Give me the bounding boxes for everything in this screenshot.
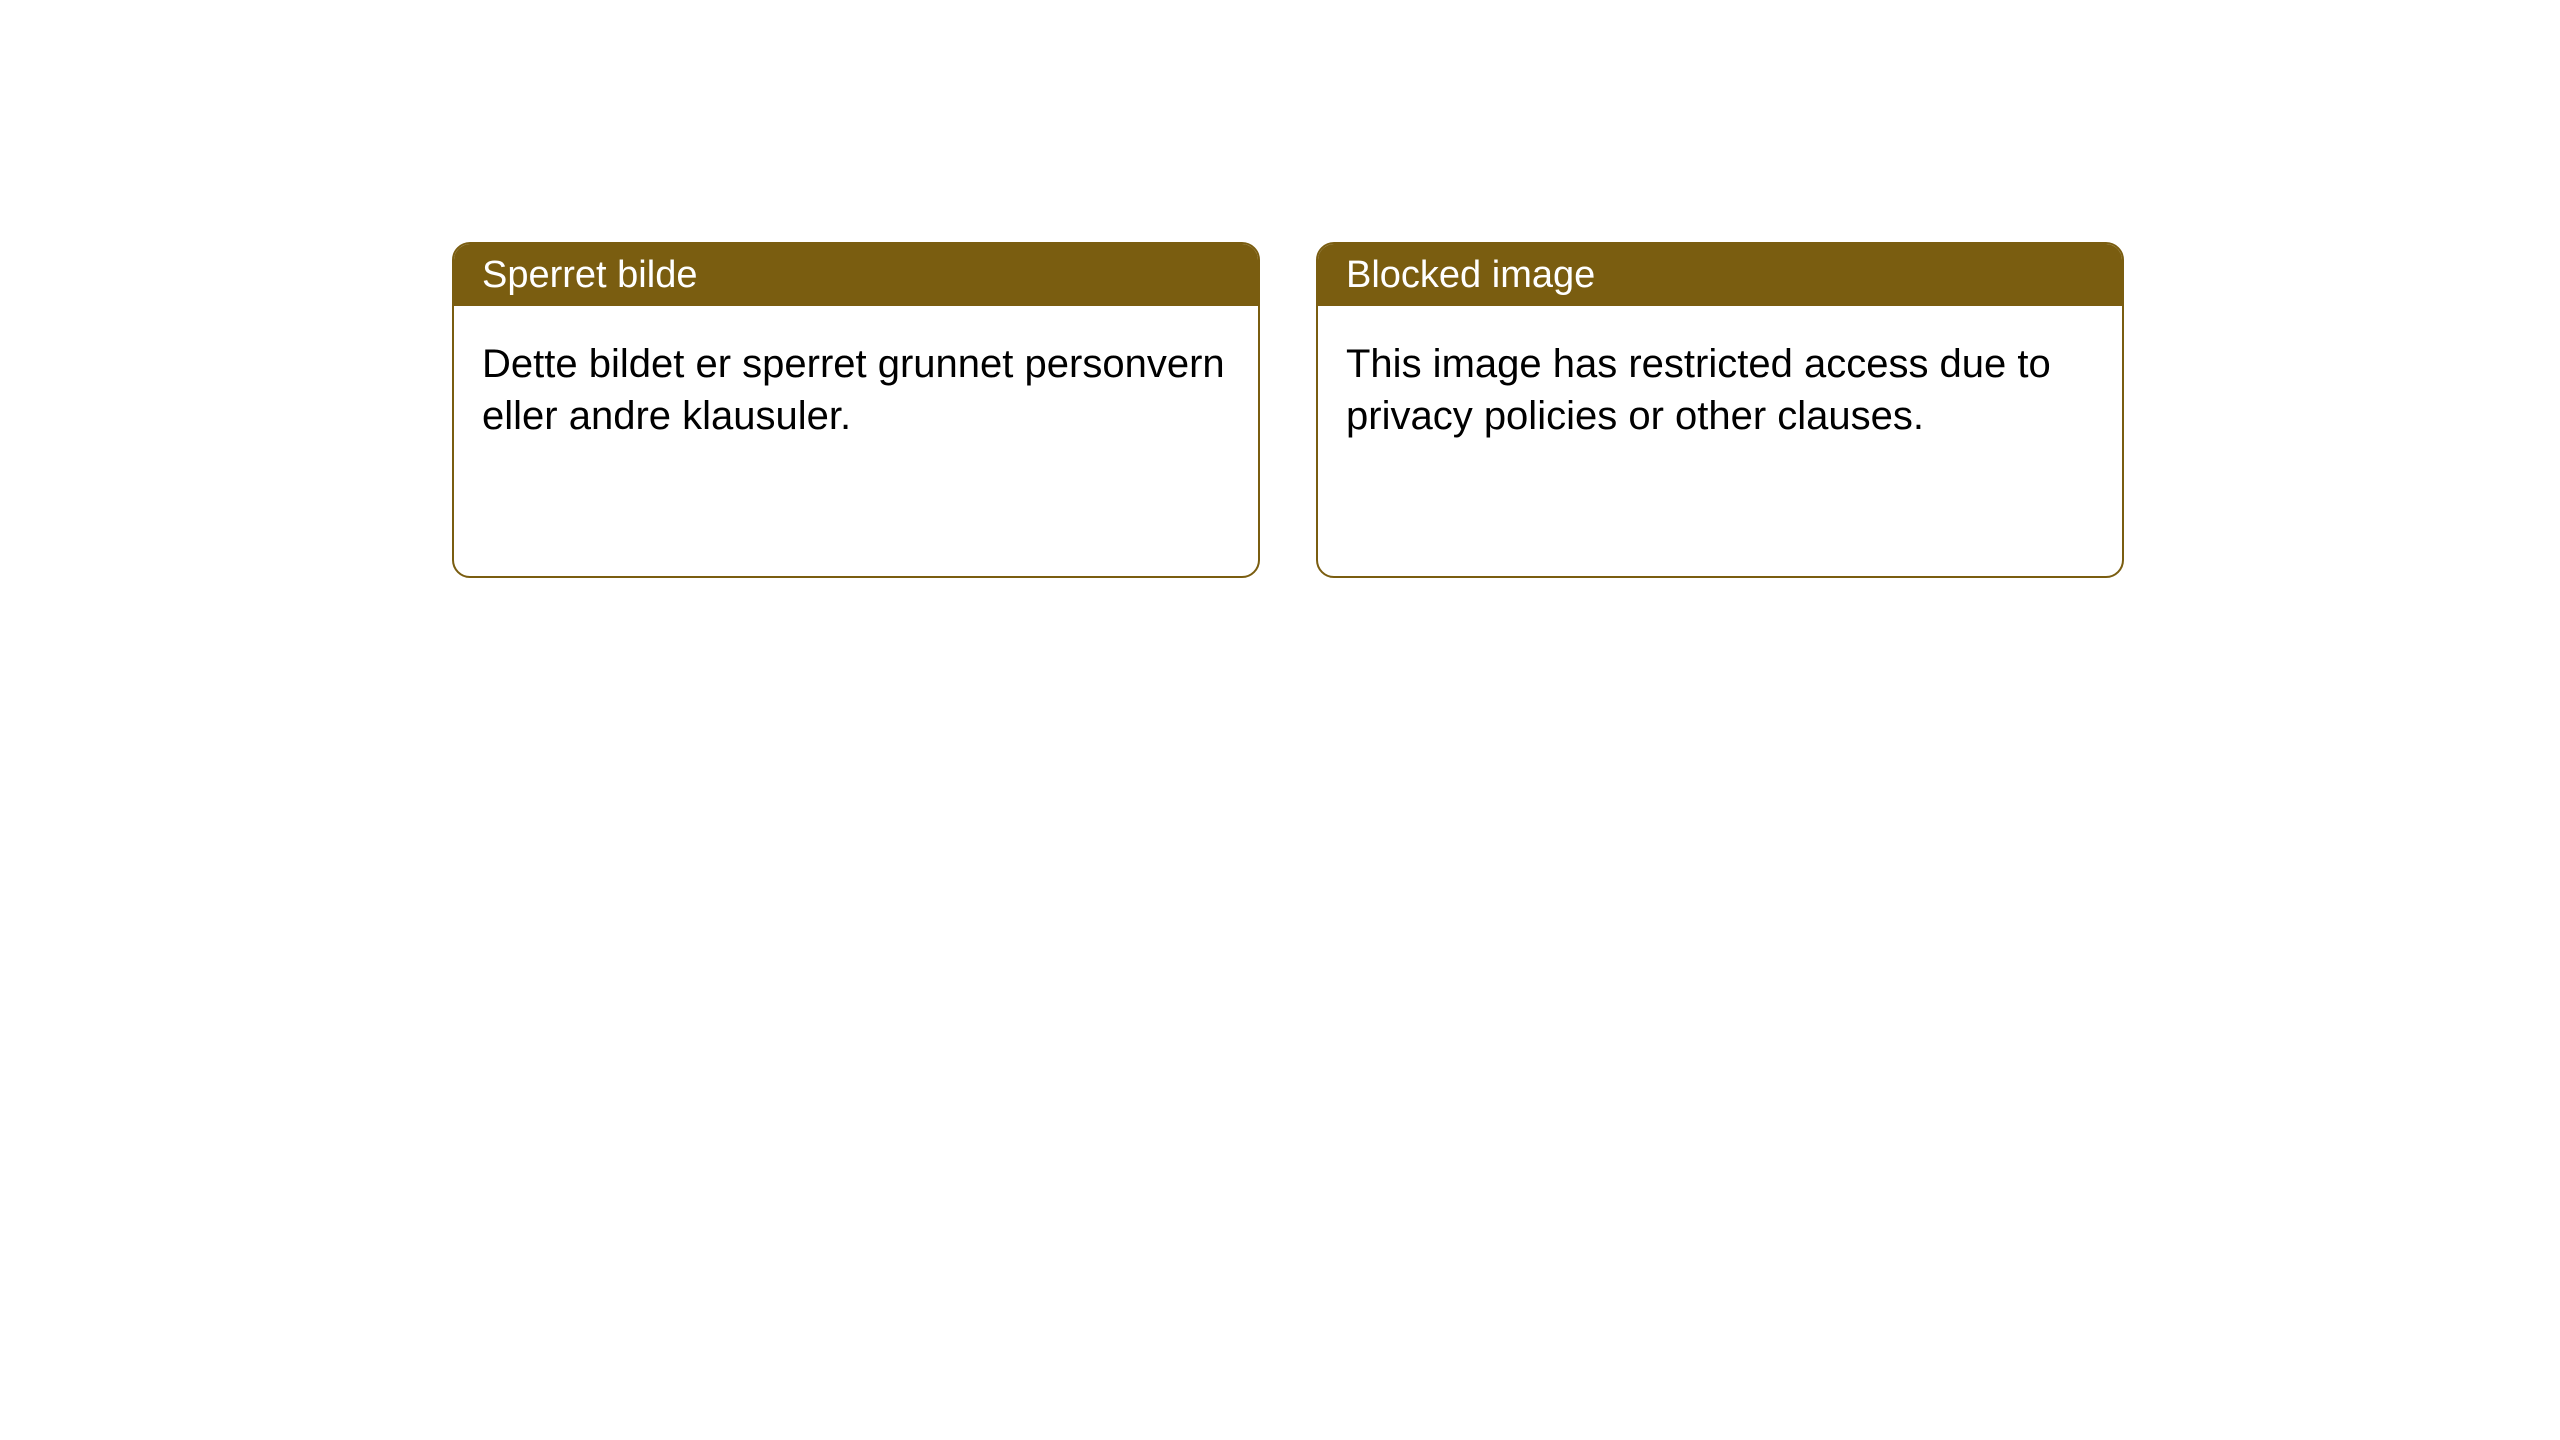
blocked-image-card-en: Blocked image This image has restricted … [1316, 242, 2124, 578]
blocked-image-card-nb: Sperret bilde Dette bildet er sperret gr… [452, 242, 1260, 578]
card-header: Sperret bilde [454, 244, 1258, 306]
card-body: This image has restricted access due to … [1318, 306, 2122, 474]
card-header: Blocked image [1318, 244, 2122, 306]
card-body: Dette bildet er sperret grunnet personve… [454, 306, 1258, 474]
notice-card-row: Sperret bilde Dette bildet er sperret gr… [452, 242, 2124, 578]
